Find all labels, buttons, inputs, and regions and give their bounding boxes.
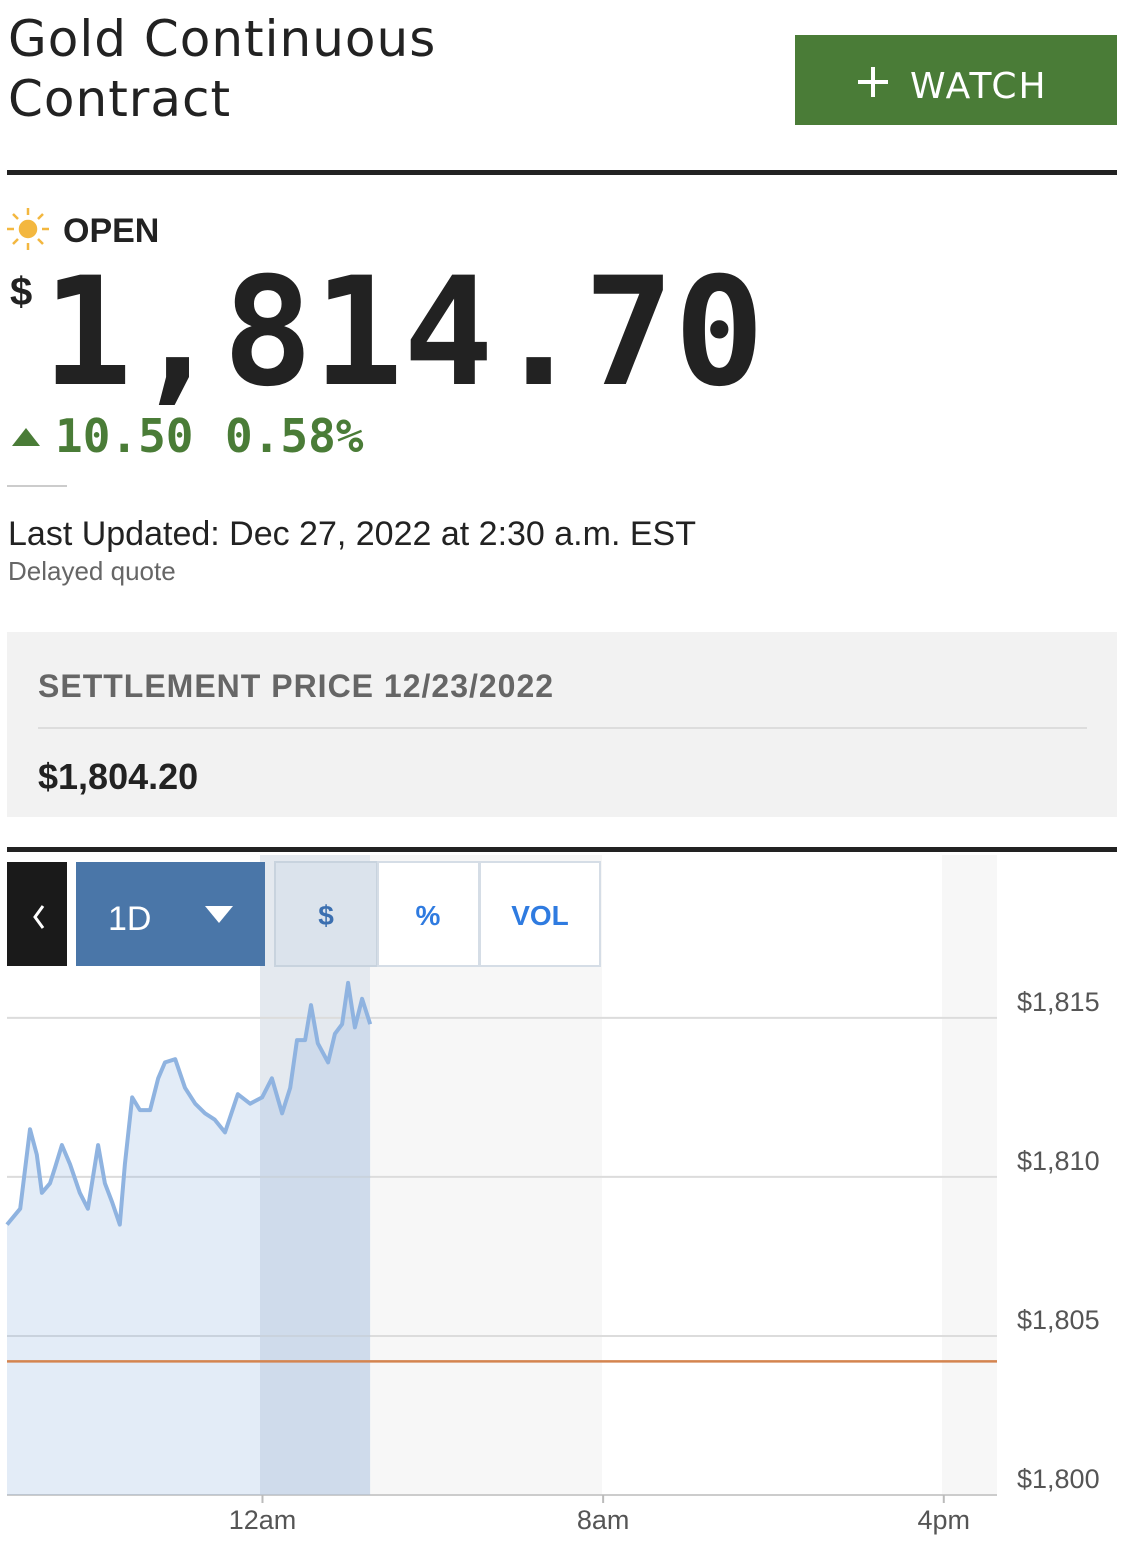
delayed-note: Delayed quote bbox=[8, 556, 176, 586]
button-bg bbox=[274, 861, 378, 967]
session-shade bbox=[942, 855, 997, 1495]
mode-button[interactable]: % bbox=[416, 900, 441, 931]
plus-icon bbox=[858, 67, 888, 97]
mode-button[interactable]: $ bbox=[318, 900, 334, 931]
rule bbox=[7, 847, 1117, 852]
chart-controls: 1D $ % VOL bbox=[7, 861, 601, 967]
dropdown-arrow bbox=[205, 906, 233, 923]
settlement-value: $1,804.20 bbox=[38, 756, 198, 797]
button-bg bbox=[795, 35, 1117, 125]
y-tick-label: $1,805 bbox=[1017, 1305, 1100, 1335]
button-label[interactable]: WATCH bbox=[910, 66, 1048, 107]
range-label[interactable]: 1D bbox=[108, 900, 151, 938]
y-tick-label: $1,810 bbox=[1017, 1146, 1100, 1176]
title: Contract bbox=[8, 70, 231, 128]
range-select[interactable]: 1D bbox=[76, 862, 265, 966]
currency: $ bbox=[10, 270, 32, 314]
last-updated: Last Updated: Dec 27, 2022 at 2:30 a.m. … bbox=[8, 515, 696, 553]
x-tick-label: 4pm bbox=[918, 1505, 971, 1535]
change-percent: 0.58% bbox=[225, 409, 364, 463]
button-bg bbox=[76, 862, 265, 966]
button-bg bbox=[479, 861, 601, 967]
back-button[interactable] bbox=[7, 862, 67, 966]
change: 10.50 bbox=[55, 409, 193, 463]
x-tick-label: 8am bbox=[577, 1505, 630, 1535]
line bbox=[5, 980, 373, 1227]
divider bbox=[38, 727, 1087, 729]
y-tick-label: $1,815 bbox=[1017, 987, 1100, 1017]
market-status: OPEN bbox=[63, 212, 159, 250]
rule bbox=[7, 170, 1117, 175]
mode-button[interactable]: VOL bbox=[511, 900, 569, 931]
settlement-panel bbox=[7, 632, 1117, 817]
sun-icon bbox=[7, 208, 49, 250]
chevron bbox=[33, 905, 45, 929]
button-bg bbox=[377, 861, 480, 967]
settlement-label: SETTLEMENT PRICE 12/23/2022 bbox=[38, 668, 554, 704]
watch-button[interactable]: WATCH bbox=[795, 35, 1117, 125]
title: Gold Continuous bbox=[8, 10, 436, 68]
x-tick-label: 12am bbox=[229, 1505, 297, 1535]
y-tick-label: $1,800 bbox=[1017, 1464, 1100, 1494]
price: 1,814.70 bbox=[42, 246, 764, 420]
area bbox=[7, 982, 371, 1495]
divider bbox=[7, 485, 67, 487]
up-arrow bbox=[12, 428, 40, 446]
